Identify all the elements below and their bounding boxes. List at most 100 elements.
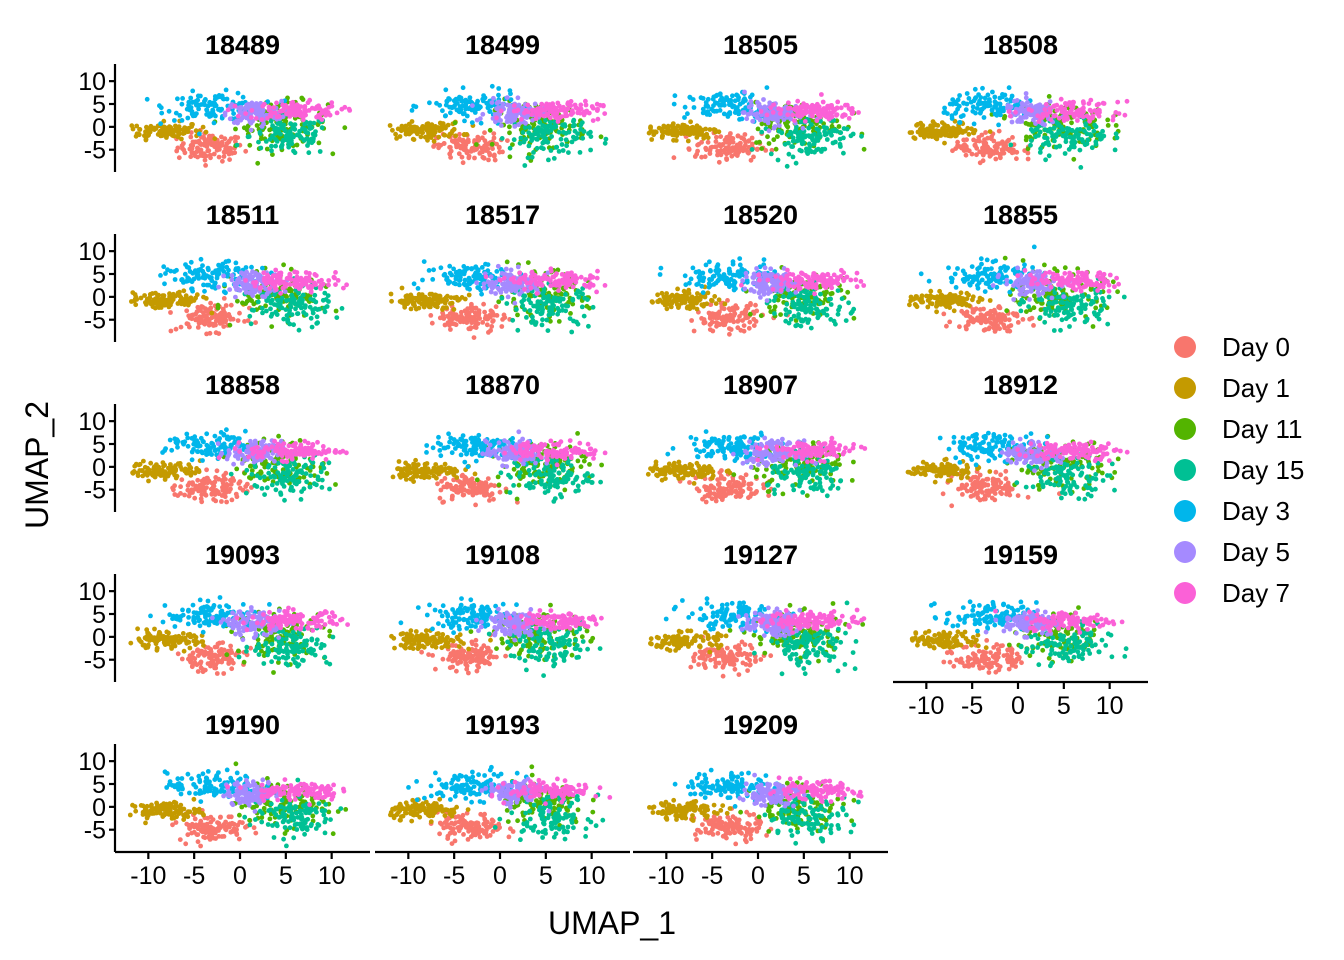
data-point <box>233 134 238 140</box>
data-point <box>590 304 596 310</box>
data-point <box>489 100 495 105</box>
data-point <box>701 133 707 138</box>
data-point <box>259 117 265 122</box>
data-point <box>849 106 855 111</box>
data-point <box>158 273 163 278</box>
data-point <box>202 137 208 143</box>
data-point <box>493 291 498 296</box>
data-point <box>537 119 543 125</box>
data-point <box>851 315 857 321</box>
data-point <box>755 126 761 132</box>
data-point <box>307 126 313 131</box>
data-point <box>534 291 540 296</box>
data-point <box>285 132 291 138</box>
data-point <box>462 145 468 151</box>
data-point <box>840 113 846 118</box>
data-point <box>956 144 962 149</box>
data-point <box>206 148 212 154</box>
data-point <box>572 273 578 279</box>
data-point <box>172 277 178 282</box>
data-point <box>713 301 719 306</box>
data-point <box>494 115 499 121</box>
data-point <box>410 301 416 307</box>
data-point <box>468 315 474 320</box>
data-point <box>1049 130 1054 136</box>
data-point <box>582 282 587 288</box>
data-point <box>695 142 700 148</box>
data-point <box>469 308 475 313</box>
data-point <box>302 109 308 115</box>
data-point <box>491 284 497 289</box>
data-point <box>579 304 585 310</box>
data-point <box>225 149 231 155</box>
data-point <box>767 304 772 310</box>
data-point <box>212 101 218 107</box>
data-point <box>547 311 553 317</box>
data-point <box>742 89 747 95</box>
data-point <box>487 127 493 133</box>
data-point <box>181 280 186 285</box>
data-point <box>824 137 830 142</box>
data-point <box>277 108 283 114</box>
data-point <box>753 319 759 324</box>
data-point <box>696 295 702 301</box>
data-point <box>408 306 414 312</box>
data-point <box>208 305 214 311</box>
data-point <box>1006 85 1012 91</box>
data-point <box>776 106 782 112</box>
data-point <box>727 326 732 331</box>
data-point <box>671 101 677 107</box>
data-point <box>588 129 593 135</box>
data-point <box>999 147 1005 153</box>
data-point <box>844 102 850 108</box>
data-point <box>584 108 590 114</box>
data-point <box>785 106 791 111</box>
data-point <box>483 274 489 280</box>
data-point <box>1028 126 1034 132</box>
data-point <box>229 277 235 283</box>
data-point <box>493 279 499 285</box>
data-point <box>254 123 260 128</box>
data-point <box>447 263 453 269</box>
data-point <box>188 134 194 140</box>
data-point <box>716 159 722 165</box>
data-point <box>981 115 987 120</box>
data-point <box>222 136 228 142</box>
data-point <box>671 155 677 161</box>
data-point <box>244 115 250 121</box>
data-point <box>486 157 491 163</box>
data-point <box>215 273 220 278</box>
data-point <box>326 278 332 283</box>
data-point <box>1013 109 1018 115</box>
data-point <box>300 117 306 123</box>
data-point <box>722 301 728 307</box>
data-point <box>203 296 209 301</box>
data-point <box>836 124 842 129</box>
data-point <box>504 95 510 100</box>
data-point <box>227 116 233 122</box>
data-point <box>554 144 560 150</box>
data-point <box>705 139 711 145</box>
data-point <box>548 266 554 272</box>
data-point <box>1084 113 1090 119</box>
data-point <box>472 138 477 143</box>
data-point <box>319 125 325 131</box>
data-point <box>1062 151 1068 156</box>
data-point <box>1024 134 1029 140</box>
data-point <box>648 124 653 130</box>
data-point <box>727 331 732 337</box>
data-point <box>698 129 703 134</box>
data-point <box>147 292 153 297</box>
data-point <box>578 274 584 280</box>
data-point <box>812 104 818 109</box>
data-point <box>812 131 817 137</box>
data-point <box>305 143 310 148</box>
data-point <box>801 140 806 145</box>
data-point <box>474 312 480 318</box>
data-point <box>131 298 137 304</box>
data-point <box>832 108 837 113</box>
data-point <box>678 131 684 137</box>
data-point <box>931 122 937 128</box>
data-point <box>544 127 549 132</box>
data-point <box>749 92 755 98</box>
